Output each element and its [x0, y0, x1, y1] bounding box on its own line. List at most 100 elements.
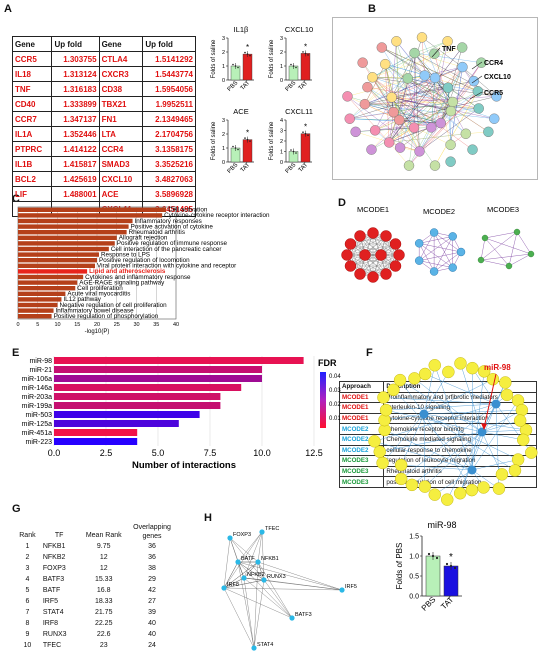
network-node [527, 250, 535, 258]
data-point [290, 63, 292, 66]
data-point [244, 137, 246, 139]
network-edge [419, 236, 453, 244]
target-gene-node [394, 458, 408, 472]
y-tick-label: 0 [280, 160, 283, 166]
fold-cell: 1.352446 [51, 126, 100, 142]
network-edge [391, 97, 453, 103]
network-node [354, 230, 366, 242]
data-point [232, 145, 234, 148]
network-edge [484, 237, 532, 255]
category-label: PBS [420, 595, 438, 613]
enrichment-bar [18, 252, 99, 257]
header-overlapping-genes: Overlapping genes [133, 524, 171, 540]
network-edge [237, 561, 293, 619]
term-label: Cell activation [168, 207, 208, 214]
tf-cell: IRF5 [42, 598, 59, 605]
rank-cell: 7 [25, 609, 30, 616]
gene-label: TNF [442, 46, 456, 53]
network-node [416, 32, 428, 43]
data-point [292, 150, 295, 153]
tf-node [221, 585, 227, 591]
network-node [483, 126, 494, 138]
network-node [389, 260, 402, 272]
tf-label: BATF3 [295, 612, 312, 618]
category-label: TAT [298, 162, 310, 174]
network-edge [423, 413, 516, 471]
target-gene-node [442, 365, 455, 379]
target-gene-node [513, 414, 527, 427]
gene-label: CXCL10 [484, 74, 511, 81]
data-point [290, 149, 292, 151]
network-node [442, 36, 453, 47]
network-node [409, 47, 420, 59]
bar [443, 565, 459, 597]
table-row: LIF 1.488001 ACE 3.5896928 [11, 186, 196, 202]
x-tick-label: 10 [54, 322, 60, 328]
enrichment-bar [18, 258, 97, 263]
network-edge [364, 52, 415, 105]
gene-cell: LIF [11, 186, 53, 202]
fold-cell: 1.415817 [51, 156, 100, 172]
table-row: BCL2 1.425619 CXCL10 3.4827063 [11, 171, 196, 187]
network-edge [346, 254, 396, 267]
network-edge [423, 413, 473, 491]
network-edge [229, 537, 259, 563]
significance-star: * [246, 129, 249, 138]
network-node [426, 122, 437, 133]
x-tick-label: 2.5 [100, 448, 113, 458]
category-label: TAT [439, 595, 455, 611]
network-edge [263, 579, 343, 591]
network-edge [237, 561, 343, 591]
gene-cell: CCR5 [11, 51, 53, 67]
table-header-row: Rank TF Mean Rank Overlapping genes [14, 523, 174, 541]
header-tf: TF [54, 532, 64, 539]
mean-rank-cell: 22.6 [96, 631, 111, 638]
network-edge [237, 561, 245, 579]
mirna-label: miR-21 [29, 367, 52, 374]
network-node [489, 113, 500, 124]
x-tick-label: 40 [173, 322, 179, 328]
network-edge [391, 97, 432, 128]
network-edge [223, 531, 263, 589]
y-tick-label: 0.0 [409, 594, 419, 601]
network-edge [423, 413, 519, 460]
network-edge [391, 97, 451, 112]
table-row: 9 RUNX3 22.6 40 [14, 629, 174, 640]
tf-label: STAT4 [257, 642, 273, 648]
gene-cell: LTA [98, 126, 144, 142]
network-node [366, 144, 377, 155]
network-edge [407, 78, 466, 134]
network-node [341, 249, 353, 261]
gene-cell: CD38 [98, 81, 144, 97]
network-edge [384, 429, 473, 471]
legend-tick-label: 0.01 [329, 416, 341, 422]
network-edge [367, 87, 394, 113]
data-point [232, 63, 234, 66]
data-point [234, 65, 237, 67]
mirna-interaction-chart: 0.0 2.5 5.0 7.5 10.0 12.5 miR-98 miR-21 miR-106a… [22, 356, 341, 471]
y-axis-label: Folds of saline [269, 39, 275, 78]
network-edge [480, 237, 486, 261]
network-edge [364, 101, 453, 105]
network-edge [396, 41, 408, 79]
target-gene-node [508, 464, 522, 477]
fold-cell: 1.316183 [51, 81, 100, 97]
tf-label: TFEC [265, 526, 279, 532]
network-edge [347, 96, 420, 152]
network-edge [386, 409, 483, 433]
x-tick-label: 10.0 [253, 448, 271, 458]
fold-cell: 1.414122 [51, 141, 100, 157]
legend-tick-label: 0.04 [329, 374, 341, 380]
data-point [302, 131, 304, 133]
target-gene-node [387, 383, 400, 397]
enrichment-bar [18, 263, 96, 268]
network-edge [393, 389, 473, 471]
y-tick-label: 1 [280, 64, 283, 70]
network-edge [400, 413, 425, 466]
tf-label: IRF8 [227, 582, 239, 588]
overlap-cell: 36 [148, 554, 156, 561]
network-edge [389, 133, 466, 143]
network-edge [431, 66, 463, 128]
y-axis-label: Folds of saline [211, 121, 217, 160]
mir98-bar-chart: miR-98 0.0 0.5 1.0 1.5 Folds of PBS PBS TAT * [395, 520, 462, 613]
